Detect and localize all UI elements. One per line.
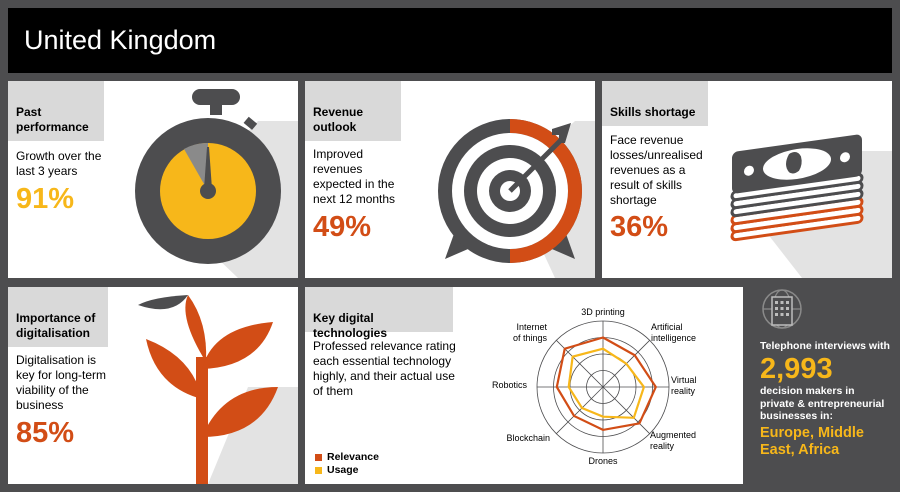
desc-line: shortage bbox=[610, 193, 657, 207]
legend-swatch bbox=[315, 466, 322, 474]
legend-swatch bbox=[315, 453, 322, 461]
survey-description: decision makers in private & entrepreneu… bbox=[760, 385, 892, 423]
tab-title: Key digital technologies bbox=[313, 311, 388, 340]
axis-label-iot: of things bbox=[513, 333, 548, 343]
desc-line: businesses in: bbox=[760, 410, 833, 422]
description: Face revenue losses/unrealised revenues … bbox=[610, 133, 703, 208]
desc-line: next 12 months bbox=[313, 192, 396, 206]
radar-labels: 3D printing Artificial intelligence Virt… bbox=[492, 307, 696, 466]
desc-line: Professed relevance rating bbox=[313, 339, 456, 353]
desc-line: viability of the bbox=[16, 383, 89, 397]
tab-title-line1: Importance of bbox=[16, 311, 96, 325]
survey-info: Telephone interviews with 2,993 decision… bbox=[760, 287, 892, 484]
tab-past-performance: Past performance bbox=[8, 81, 104, 141]
desc-line: losses/unrealised bbox=[610, 148, 703, 162]
desc-line: last 3 years bbox=[16, 164, 78, 178]
building-globe-icon bbox=[762, 289, 802, 329]
tab-title-line2: outlook bbox=[313, 120, 357, 134]
stopwatch-icon bbox=[135, 89, 298, 278]
tab-revenue-outlook: Revenue outlook bbox=[305, 81, 401, 141]
axis-label-ar: Augmented bbox=[650, 430, 696, 440]
radar-spoke bbox=[602, 386, 650, 434]
target-icon bbox=[438, 119, 595, 278]
tab-title-line1: Revenue bbox=[313, 105, 364, 119]
radar-spoke bbox=[556, 340, 604, 388]
desc-line: business bbox=[16, 398, 64, 412]
desc-line: each essential technology bbox=[313, 354, 452, 368]
tab-title-line1: Past bbox=[16, 105, 42, 119]
axis-label-ai: Artificial bbox=[651, 322, 683, 332]
axis-label-drones: Drones bbox=[588, 456, 618, 466]
axis-label-blockchain: Blockchain bbox=[506, 433, 550, 443]
interview-count: 2,993 bbox=[760, 353, 833, 385]
description: Improved revenues expected in the next 1… bbox=[313, 147, 395, 207]
panel-skills-shortage: Skills shortage Face revenue losses/unre… bbox=[602, 81, 892, 278]
survey-intro: Telephone interviews with bbox=[760, 340, 890, 352]
axis-label-ai: intelligence bbox=[651, 333, 696, 343]
radar-series bbox=[555, 336, 658, 432]
desc-line: expected in the bbox=[313, 177, 395, 191]
axis-label-robotics: Robotics bbox=[492, 380, 528, 390]
page-header: United Kingdom bbox=[8, 8, 892, 73]
tab-digital-technologies: Key digital technologies bbox=[305, 287, 453, 340]
tab-title-line2: digitalisation bbox=[16, 326, 91, 340]
desc-line: of them bbox=[313, 384, 354, 398]
money-stack-icon bbox=[730, 134, 892, 278]
stat-value: 36% bbox=[610, 211, 669, 243]
desc-line: revenues as a bbox=[610, 163, 686, 177]
radar-series-relevance bbox=[555, 336, 658, 432]
desc-line: result of skills bbox=[610, 178, 683, 192]
desc-line: key for long-term bbox=[16, 368, 107, 382]
radar-series-usage bbox=[567, 347, 646, 419]
radar-spoke bbox=[556, 386, 604, 434]
tab-digitalisation: Importance of digitalisation bbox=[8, 287, 108, 347]
chart-legend: Relevance Usage bbox=[315, 451, 379, 477]
radar-chart: 3D printing Artificial intelligence Virt… bbox=[492, 307, 696, 466]
desc-line: revenues bbox=[313, 162, 363, 176]
panel-digitalisation: Importance of digitalisation Digitalisat… bbox=[8, 287, 298, 484]
axis-label-3d-printing: 3D printing bbox=[581, 307, 625, 317]
axis-label-iot: Internet bbox=[516, 322, 547, 332]
axis-label-vr: Virtual bbox=[671, 375, 696, 385]
panel-revenue-outlook: Revenue outlook Improved revenues expect… bbox=[305, 81, 595, 278]
panel-past-performance: Past performance Growth over the last 3 … bbox=[8, 81, 298, 278]
stat-value: 91% bbox=[16, 183, 75, 215]
region-line: Europe, Middle bbox=[760, 425, 864, 441]
description: Professed relevance rating each essentia… bbox=[313, 339, 456, 399]
stat-value: 85% bbox=[16, 417, 75, 449]
desc-line: Face revenue bbox=[610, 133, 684, 147]
legend-label: Usage bbox=[327, 464, 359, 476]
desc-line: Growth over the bbox=[16, 149, 102, 163]
desc-line: Digitalisation is bbox=[16, 353, 97, 367]
description: Growth over the last 3 years bbox=[16, 149, 101, 179]
legend-item-relevance: Relevance bbox=[315, 451, 379, 464]
tab-title: Skills shortage bbox=[610, 105, 696, 119]
tab-skills-shortage: Skills shortage bbox=[602, 81, 708, 126]
plant-icon bbox=[138, 295, 298, 484]
survey-region: Europe, Middle East, Africa bbox=[760, 425, 892, 459]
axis-label-vr: reality bbox=[671, 386, 696, 396]
legend-label: Relevance bbox=[327, 451, 379, 463]
region-line: East, Africa bbox=[760, 442, 840, 458]
stat-value: 49% bbox=[313, 211, 372, 243]
axis-label-ar: reality bbox=[650, 441, 675, 451]
desc-line: highly, and their actual use bbox=[313, 369, 455, 383]
panel-digital-technologies: Key digital technologies Professed relev… bbox=[305, 287, 743, 484]
tab-title-line2: performance bbox=[16, 120, 89, 134]
desc-line: decision makers in bbox=[760, 385, 855, 397]
page-title: United Kingdom bbox=[24, 25, 217, 55]
desc-line: private & entrepreneurial bbox=[760, 397, 885, 410]
description: Digitalisation is key for long-term viab… bbox=[16, 353, 106, 413]
desc-line: Improved bbox=[313, 147, 364, 161]
legend-item-usage: Usage bbox=[315, 464, 379, 477]
